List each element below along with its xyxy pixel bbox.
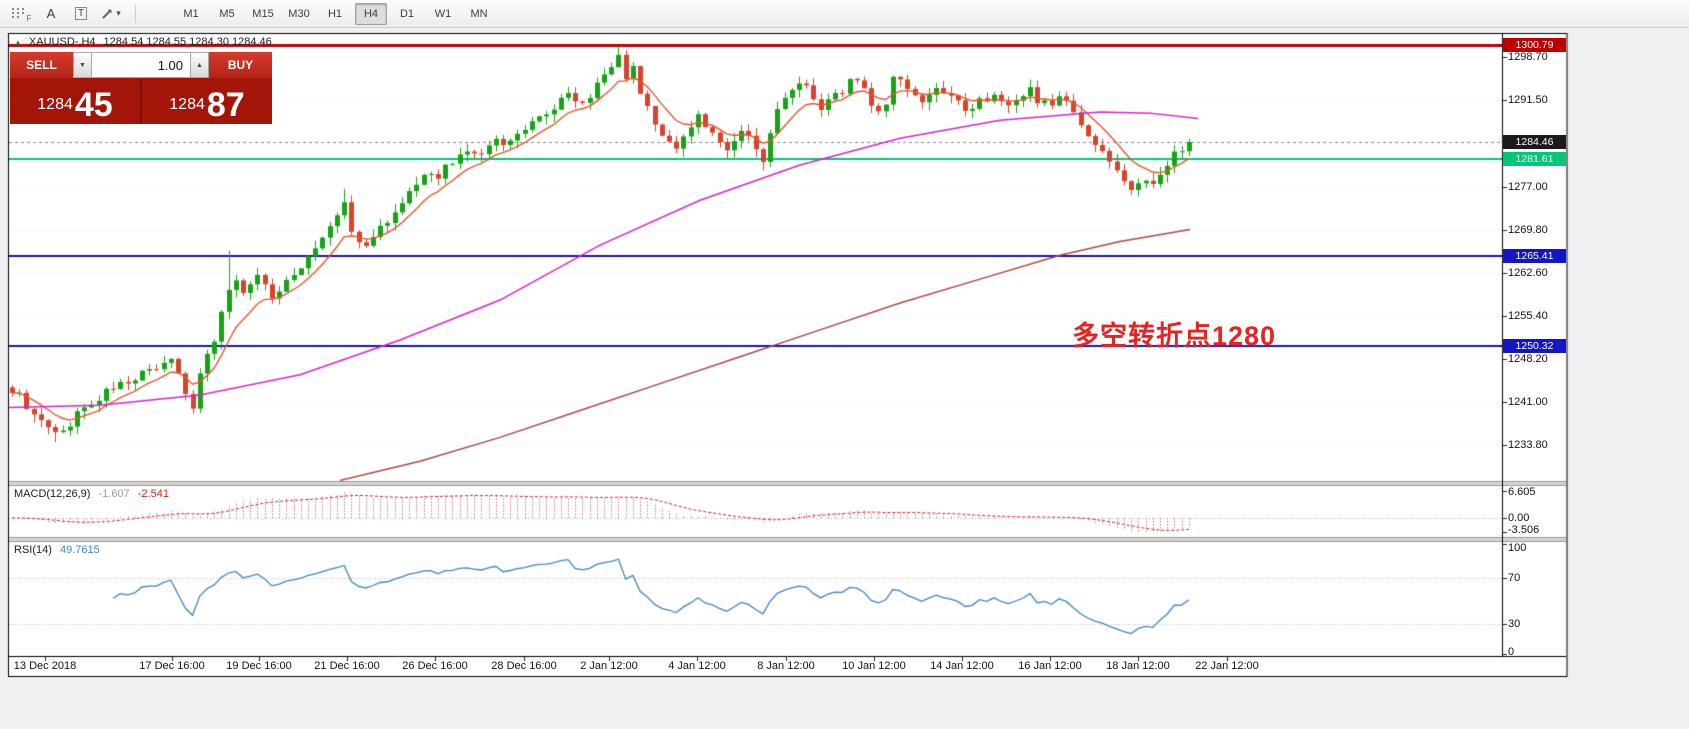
rsi-value: 49.7615 — [59, 544, 100, 556]
timeframe-button-mn[interactable]: MN — [470, 7, 488, 20]
timeframe-button-m5[interactable]: M5 — [219, 7, 235, 20]
buy-price-minor: 87 — [206, 85, 245, 124]
sell-button[interactable]: SELL — [10, 52, 73, 78]
buy-button[interactable]: BUY — [209, 52, 272, 78]
trade-panel-prices: 1284 45 1284 87 — [10, 78, 272, 124]
pattern-grid-button[interactable]: F — [8, 2, 34, 26]
toolbar-separator — [135, 4, 136, 23]
rsi-indicator-label: RSI(14) 49.7615 — [14, 544, 100, 556]
pattern-grid-icon — [11, 8, 24, 18]
macd-main-value: -1.607 — [98, 488, 130, 500]
macd-signal-value: -2.541 — [137, 488, 169, 500]
chart-title-bar: ▲ XAUUSD-,H4 1284.54 1284.55 1284.30 128… — [14, 36, 272, 48]
text-label-button[interactable]: T — [68, 2, 94, 26]
trade-panel-controls: SELL ▼ 1.00 ▲ BUY — [10, 52, 272, 78]
pencil-icon — [102, 9, 112, 19]
pattern-grid-label: F — [26, 13, 32, 23]
symbol-timeframe-label: XAUUSD-,H4 — [28, 36, 96, 48]
timeframe-button-h4[interactable]: H4 — [355, 2, 387, 25]
sell-price-display[interactable]: 1284 45 — [10, 78, 140, 124]
buy-price-display[interactable]: 1284 87 — [142, 78, 272, 124]
timeframe-button-m1[interactable]: M1 — [183, 7, 199, 20]
price-divider — [140, 78, 142, 124]
timeframe-button-m30[interactable]: M30 — [288, 7, 310, 20]
macd-name: MACD(12,26,9) — [14, 488, 91, 500]
chart-annotation: 多空转折点1280 — [1072, 321, 1277, 351]
macd-indicator-label: MACD(12,26,9) -1.607 -2.541 — [14, 488, 169, 500]
rsi-name: RSI(14) — [14, 544, 52, 556]
volume-input[interactable]: 1.00 — [92, 52, 190, 78]
sell-price-minor: 45 — [74, 85, 113, 124]
timeframe-button-h1[interactable]: H1 — [327, 7, 343, 20]
timeframe-button-d1[interactable]: D1 — [399, 7, 415, 20]
drawing-tools-button[interactable]: ▾ — [98, 2, 124, 26]
one-click-trade-panel: SELL ▼ 1.00 ▲ BUY 1284 45 1284 87 — [10, 52, 272, 124]
timeframe-button-w1[interactable]: W1 — [434, 7, 452, 20]
chevron-down-icon: ▾ — [116, 8, 121, 18]
volume-down-button[interactable]: ▼ — [73, 52, 92, 78]
text-label-icon: T — [74, 7, 88, 20]
sell-price-major: 1284 — [37, 96, 73, 113]
timeframe-button-m15[interactable]: M15 — [252, 7, 274, 20]
text-annotation-button[interactable]: A — [38, 2, 64, 26]
timeframe-group: M1 M5 M15 M30 H1 H4 D1 W1 MN — [173, 2, 497, 25]
text-tool-label: A — [46, 6, 56, 21]
collapse-trade-panel-icon[interactable]: ▲ — [14, 37, 22, 47]
ohlc-quote-label: 1284.54 1284.55 1284.30 1284.46 — [103, 36, 272, 48]
volume-up-button[interactable]: ▲ — [190, 52, 209, 78]
buy-price-major: 1284 — [169, 96, 205, 113]
top-toolbar: F A T ▾ M1 M5 M15 M30 H1 H4 D1 W1 MN — [0, 0, 1689, 28]
